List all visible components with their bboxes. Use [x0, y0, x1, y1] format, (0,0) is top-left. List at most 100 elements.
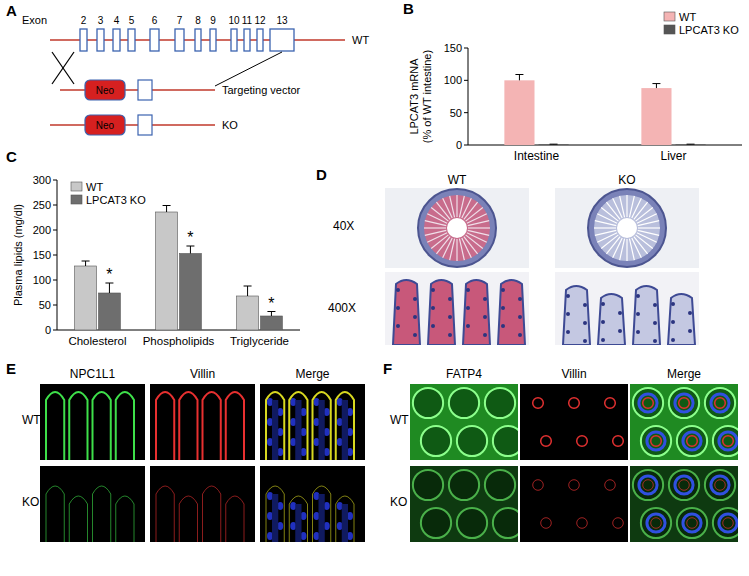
villus-gap [424, 227, 446, 228]
panel-label: A [6, 2, 17, 19]
nucleus [501, 324, 505, 328]
villus [598, 294, 625, 345]
bar [99, 293, 121, 330]
villus-outline [336, 392, 354, 460]
micrograph-bg [150, 384, 255, 460]
brush-border [679, 398, 690, 409]
error-bar [186, 246, 194, 254]
nucleus [448, 315, 452, 319]
villus [498, 280, 525, 345]
error-bar [163, 206, 171, 213]
y-tick-label: 100 [33, 274, 51, 286]
y-tick [464, 145, 468, 146]
error-line [85, 261, 86, 266]
villus-outline [203, 392, 221, 460]
crypt [493, 426, 518, 456]
y-tick [53, 280, 57, 281]
y-tick-label: 250 [33, 199, 51, 211]
y-axis-label: (% of WT intestine) [421, 50, 433, 143]
error-line [271, 312, 272, 317]
villus-outline [46, 486, 64, 542]
micrograph-bg [385, 188, 529, 268]
micrograph [520, 466, 628, 542]
exon-number: 7 [177, 15, 183, 26]
y-tick [464, 48, 468, 49]
micrograph [150, 384, 255, 460]
figure: ABCDEFExon2345678910111213WTNeoTargeting… [0, 0, 749, 576]
mucosa [594, 195, 660, 261]
nucleus [396, 306, 400, 310]
villus [668, 294, 695, 345]
villus-outline [69, 496, 87, 542]
nucleus [583, 303, 587, 307]
villus-gap [629, 239, 634, 260]
legend-entry: LPCAT3 KO [679, 24, 739, 36]
villus-outline [179, 496, 197, 542]
villus-outline [289, 392, 307, 460]
y-axis [468, 48, 469, 145]
y-tick-label: 150 [444, 42, 462, 54]
column-label: Villin [190, 367, 215, 381]
brush-border [605, 480, 616, 491]
crossover [52, 52, 74, 84]
y-tick [53, 205, 57, 206]
brush-border [687, 436, 698, 447]
crypt [713, 508, 738, 538]
micrograph-bg [555, 272, 699, 345]
crypt [413, 470, 443, 500]
error-bar [105, 283, 113, 293]
exon-number: 2 [81, 15, 87, 26]
allele-label: KO [222, 119, 238, 131]
micrograph [630, 466, 738, 542]
row-label: KO [22, 495, 39, 509]
crypt [713, 426, 738, 456]
y-tick-label: 200 [33, 224, 51, 236]
nucleus [688, 329, 692, 333]
exon [97, 29, 104, 51]
nuclear-stain [319, 400, 325, 460]
villus-outline [226, 392, 244, 460]
y-axis-label: Plasma lipids (mg/dl) [12, 204, 24, 306]
brush-border [679, 480, 690, 491]
villus-gap [468, 221, 489, 226]
error-line [247, 286, 248, 296]
panel-label: F [383, 360, 392, 377]
error-bar [652, 84, 660, 89]
y-tick [53, 305, 57, 306]
error-bar [687, 144, 695, 145]
villus [463, 280, 490, 345]
micrograph-bg [630, 384, 738, 460]
row-label: WT [22, 413, 41, 427]
crypt [641, 508, 671, 538]
ko-locus-line [50, 124, 215, 126]
legend: WTLPCAT3 KO [71, 181, 146, 206]
nucleus [483, 333, 487, 337]
crypt [493, 508, 518, 538]
villus-outline [289, 496, 307, 542]
neo-cassette [85, 115, 125, 135]
exon-number: 12 [254, 15, 266, 26]
row-label: KO [390, 495, 407, 509]
bar [676, 144, 706, 145]
legend-entry: WT [679, 11, 696, 23]
nuclear-stain [295, 504, 301, 542]
error-cap [82, 261, 90, 262]
villus-outline [156, 486, 174, 542]
nuclei-ring [711, 394, 729, 412]
exon-number: 11 [242, 15, 253, 26]
exon [175, 29, 184, 51]
y-tick [464, 80, 468, 81]
bar-chart: 050100150200250300Plasma lipids (mg/dl)*… [12, 174, 300, 347]
brush-border [605, 398, 616, 409]
villus-gap [425, 230, 446, 235]
nuclear-stain [295, 400, 301, 460]
y-tick-label: 150 [33, 249, 51, 261]
bar [237, 296, 259, 330]
error-line [166, 206, 167, 213]
nucleus [653, 339, 657, 343]
y-axis-label: LPCAT3 mRNA [408, 58, 420, 135]
exon-number: 9 [210, 15, 216, 26]
micrograph [385, 188, 529, 268]
y-tick [464, 112, 468, 113]
column-label: NPC1L1 [70, 367, 116, 381]
